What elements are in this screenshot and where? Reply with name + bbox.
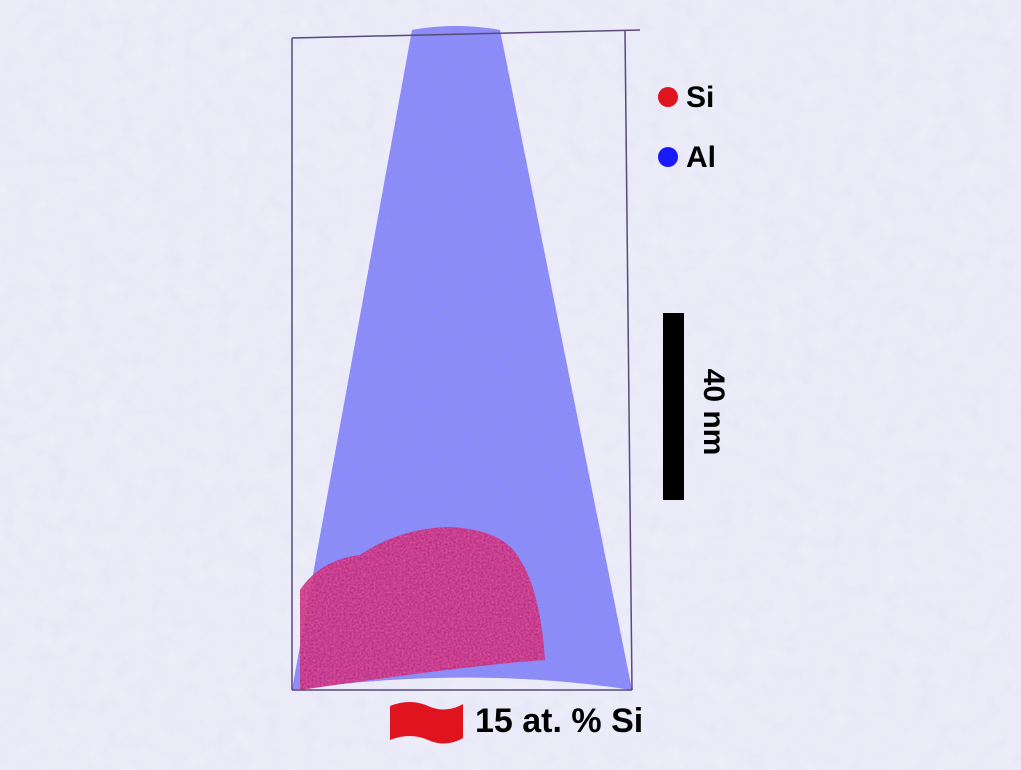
legend-marker xyxy=(658,147,678,167)
isosurface-label: 15 at. % Si xyxy=(475,702,643,740)
figure: Si Al 40 nm 15 at. % Si xyxy=(0,0,1021,770)
page: Si Al 40 nm 15 at. % Si (() => { const d… xyxy=(0,0,1021,770)
legend-label: Al xyxy=(686,141,716,174)
legend-label: Si xyxy=(686,81,714,114)
scale-bar-label: 40 nm xyxy=(697,369,730,456)
legend-marker xyxy=(658,87,678,107)
scale-bar xyxy=(663,313,684,500)
